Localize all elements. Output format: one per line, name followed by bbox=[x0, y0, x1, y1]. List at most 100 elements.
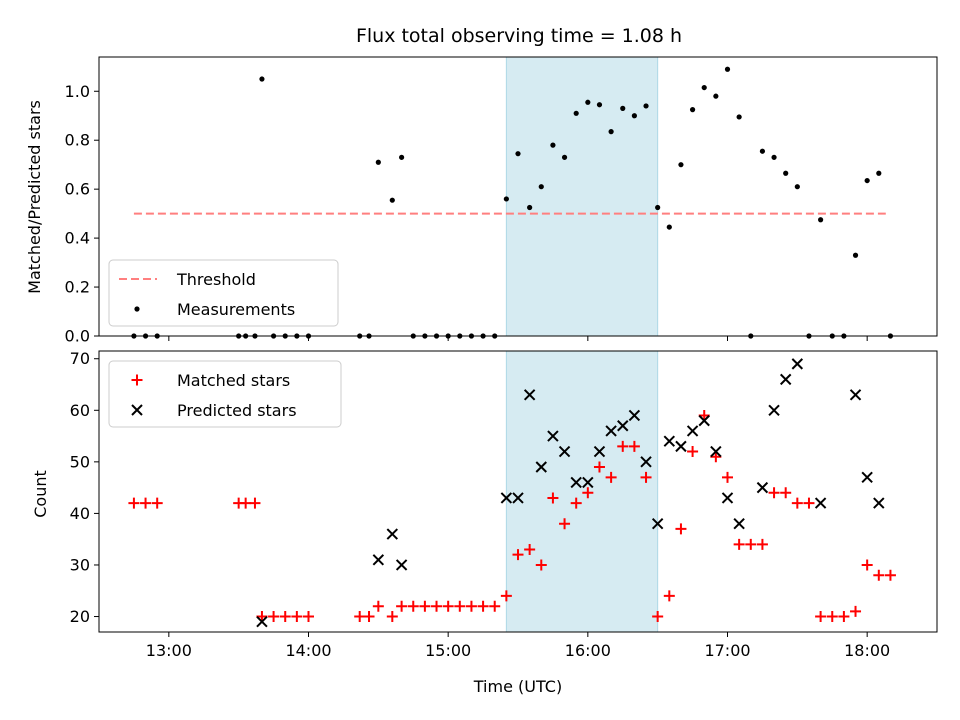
matched-star-point bbox=[547, 492, 559, 504]
measurement-point bbox=[573, 110, 579, 116]
matched-star-point bbox=[524, 544, 536, 556]
matched-star-point bbox=[780, 487, 792, 499]
matched-star-point bbox=[605, 471, 617, 483]
measurement-point bbox=[585, 99, 591, 105]
predicted-star-point bbox=[721, 492, 734, 504]
measurement-point bbox=[818, 217, 824, 223]
measurement-point bbox=[713, 93, 719, 99]
matched-star-point bbox=[140, 497, 152, 509]
predicted-star-point bbox=[628, 409, 641, 422]
matched-star-point bbox=[512, 549, 524, 561]
predicted-star-point bbox=[523, 389, 536, 401]
matched-star-point bbox=[372, 600, 384, 612]
x-tick-label: 16:00 bbox=[565, 641, 611, 660]
matched-star-point bbox=[303, 611, 314, 623]
predicted-star-point bbox=[617, 420, 629, 432]
legend-matched-swatch bbox=[131, 374, 143, 386]
measurement-point bbox=[399, 154, 405, 160]
predicted-star-point bbox=[791, 358, 804, 370]
y-tick-label: 30 bbox=[70, 555, 90, 574]
y-tick-label: 0.4 bbox=[65, 229, 90, 248]
predicted-star-point bbox=[710, 445, 722, 458]
predicted-star-point bbox=[675, 440, 687, 453]
measurement-point bbox=[655, 204, 661, 211]
measurement-point bbox=[678, 162, 684, 168]
x-axis-label: Time (UTC) bbox=[473, 677, 562, 696]
matched-star-point bbox=[733, 538, 745, 550]
y-tick-label: 0.8 bbox=[65, 131, 90, 150]
measurement-point bbox=[701, 84, 707, 91]
bottom-y-axis-label: Count bbox=[31, 470, 50, 518]
legend-box bbox=[108, 360, 342, 428]
predicted-star-point bbox=[779, 373, 792, 386]
series-predicted-stars bbox=[256, 358, 885, 628]
predicted-star-point bbox=[814, 497, 827, 509]
predicted-star-point bbox=[651, 518, 664, 530]
y-tick-label: 0.2 bbox=[65, 278, 90, 297]
measurement-point bbox=[771, 154, 777, 160]
matched-star-point bbox=[803, 497, 815, 509]
measurement-point bbox=[375, 159, 381, 165]
x-tick-label: 13:00 bbox=[146, 641, 192, 660]
predicted-star-point bbox=[593, 445, 606, 458]
predicted-star-point bbox=[686, 425, 699, 437]
predicted-star-point bbox=[395, 559, 408, 571]
axes-frame bbox=[98, 350, 938, 633]
matched-star-point bbox=[151, 497, 163, 509]
matched-star-point bbox=[128, 497, 140, 509]
measurement-point bbox=[550, 142, 556, 148]
matched-star-point bbox=[652, 611, 664, 623]
matched-star-point bbox=[582, 487, 594, 499]
measurement-point bbox=[259, 76, 265, 82]
measurement-point bbox=[724, 66, 731, 72]
x-tick-label: 17:00 bbox=[704, 641, 750, 660]
predicted-star-point bbox=[570, 476, 582, 489]
legend: Threshold Measurements bbox=[108, 259, 339, 327]
matched-star-point bbox=[396, 600, 408, 612]
predicted-star-point bbox=[861, 471, 873, 484]
matched-star-point bbox=[687, 446, 699, 458]
matched-star-point bbox=[710, 451, 722, 463]
matched-star-point bbox=[745, 538, 757, 550]
measurement-point bbox=[561, 154, 568, 160]
predicted-star-point bbox=[500, 492, 513, 504]
measurement-point bbox=[643, 103, 649, 109]
matched-star-point bbox=[791, 497, 803, 509]
predicted-star-point bbox=[698, 414, 710, 427]
matched-star-point bbox=[826, 611, 838, 623]
chart-title: Flux total observing time = 1.08 h bbox=[356, 25, 682, 47]
predicted-star-point bbox=[372, 554, 385, 566]
legend-label: Measurements bbox=[177, 300, 295, 319]
legend-predicted-swatch bbox=[131, 404, 143, 416]
matched-star-point bbox=[431, 600, 443, 612]
y-tick-label: 70 bbox=[70, 349, 90, 368]
matched-star-point bbox=[386, 611, 398, 623]
legend-label: Predicted stars bbox=[177, 401, 297, 420]
y-tick-label: 60 bbox=[70, 401, 90, 420]
matched-star-point bbox=[617, 440, 629, 452]
predicted-star-point bbox=[768, 404, 780, 417]
predicted-star-point bbox=[873, 497, 885, 509]
y-tick-label: 1.0 bbox=[65, 82, 90, 101]
y-tick-label: 0.6 bbox=[65, 180, 90, 199]
legend-box bbox=[108, 259, 339, 327]
matched-star-point bbox=[640, 471, 652, 483]
matched-star-point bbox=[675, 523, 687, 535]
matched-star-point bbox=[873, 569, 885, 581]
measurement-point bbox=[608, 129, 614, 135]
predicted-star-point bbox=[582, 476, 594, 489]
matched-star-point bbox=[535, 559, 547, 571]
highlight-span bbox=[505, 56, 659, 337]
matched-star-point bbox=[354, 611, 366, 623]
matched-star-point bbox=[240, 497, 252, 509]
matched-star-point bbox=[500, 590, 512, 602]
matched-star-point bbox=[454, 600, 466, 612]
predicted-star-point bbox=[733, 518, 745, 530]
measurement-point bbox=[538, 184, 544, 190]
predicted-star-point bbox=[386, 528, 399, 540]
matched-star-point bbox=[768, 487, 780, 499]
top-y-axis-label: Matched/Predicted stars bbox=[25, 100, 44, 294]
measurement-point bbox=[389, 197, 395, 203]
matched-star-point bbox=[815, 611, 827, 623]
count-panel: 20 30 40 50 60 70 13:00 14:00 15:00 16:00 17:00 18:… bbox=[70, 349, 938, 660]
